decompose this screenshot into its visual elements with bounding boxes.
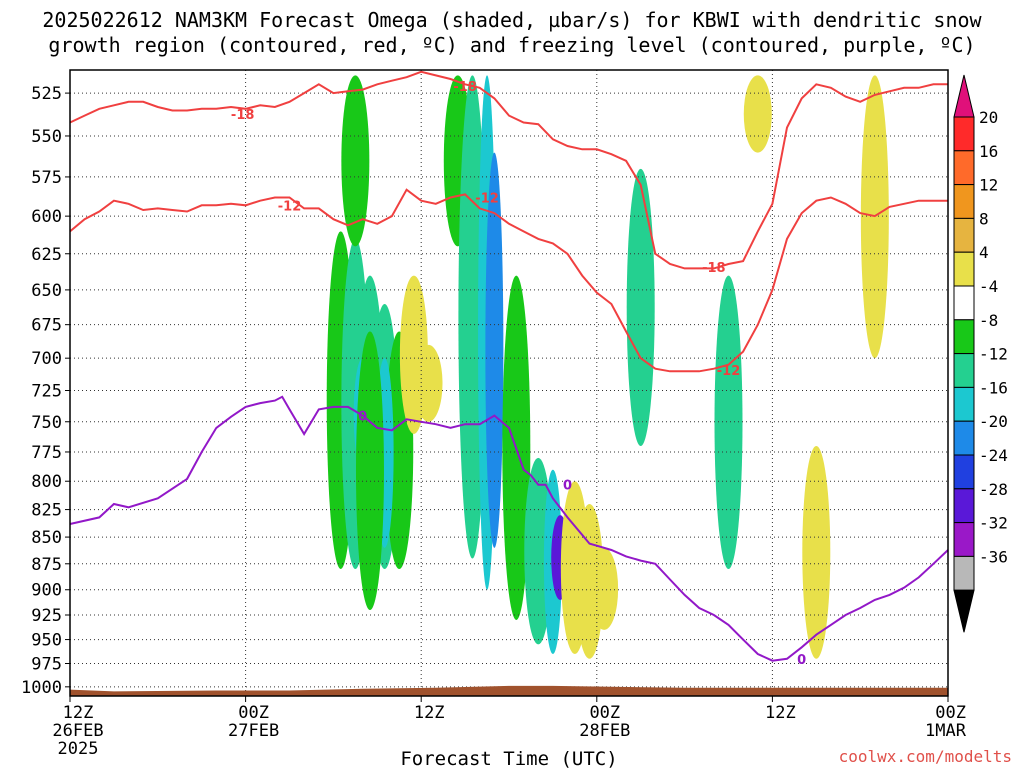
contour-label-4: -12 xyxy=(475,192,499,207)
colorbar-label-10: -24 xyxy=(979,446,1008,465)
colorbar-segment-12 xyxy=(953,522,975,557)
contour-dgz-minus18 xyxy=(69,70,948,270)
x-tick-label-5-1: 1MAR xyxy=(925,721,967,741)
colorbar-label-8: -16 xyxy=(979,378,1008,397)
chart-title-line-1: 2025022612 NAM3KM Forecast Omega (shaded… xyxy=(42,8,982,32)
colorbar-label-12: -32 xyxy=(979,514,1008,533)
omega-cell-7 xyxy=(341,75,370,247)
colorbar-bottom-triangle xyxy=(953,589,975,633)
contour-label-0: -18 xyxy=(231,108,255,123)
contour-freezing-level xyxy=(69,395,949,662)
x-tick-label-4-0: 12Z xyxy=(765,703,796,723)
x-tick-label-5-0: 00Z xyxy=(935,703,966,723)
x-tick-label-1-0: 00Z xyxy=(238,703,269,723)
terrain-band xyxy=(70,685,948,696)
x-tick-label-3-0: 00Z xyxy=(589,703,620,723)
colorbar-segment-9 xyxy=(953,420,975,456)
contour-dgz-minus12 xyxy=(69,188,948,373)
y-tick-label-675: 675 xyxy=(31,316,62,336)
chart-title-line-2: growth region (contoured, red, ºC) and f… xyxy=(48,33,975,57)
colorbar-segment-7 xyxy=(953,353,975,388)
y-tick-label-1000: 1000 xyxy=(21,678,62,698)
contour-label-1: -18 xyxy=(453,80,477,95)
y-tick-label-650: 650 xyxy=(31,281,62,301)
y-tick-label-950: 950 xyxy=(31,631,62,651)
colorbar: 20 16 12 8 4 -4 -8 -12 -16 -20 -24 -28 -32 -36 xyxy=(953,74,1008,633)
y-tick-label-850: 850 xyxy=(31,528,62,548)
y-tick-label-575: 575 xyxy=(31,168,62,188)
omega-cell-25 xyxy=(802,446,831,659)
colorbar-segment-8 xyxy=(953,386,975,422)
y-tick-label-875: 875 xyxy=(31,555,62,575)
colorbar-segment-6 xyxy=(953,319,975,355)
colorbar-label-4: 4 xyxy=(979,243,989,262)
omega-cell-8 xyxy=(355,331,384,611)
colorbar-label-2: 12 xyxy=(979,176,998,195)
colorbar-label-11: -28 xyxy=(979,480,1008,499)
y-tick-label-625: 625 xyxy=(31,245,62,265)
colorbar-label-3: 8 xyxy=(979,209,989,228)
y-tick-label-600: 600 xyxy=(31,207,62,227)
plot-frame xyxy=(69,69,949,697)
colorbar-label-5: -4 xyxy=(979,277,998,296)
x-tick-label-1-1: 27FEB xyxy=(228,721,279,741)
credit-text: coolwx.com/modelts xyxy=(839,747,1012,766)
y-tick-label-925: 925 xyxy=(31,606,62,626)
y-tick-label-700: 700 xyxy=(31,349,62,369)
x-tick-label-0-0: 12Z xyxy=(63,703,94,723)
colorbar-top-triangle xyxy=(953,74,975,118)
y-tick-label-825: 825 xyxy=(31,501,62,521)
x-axis-title: Forecast Time (UTC) xyxy=(400,748,617,768)
colorbar-segment-2 xyxy=(953,184,975,219)
contour-label-3: -12 xyxy=(278,199,302,214)
contour-label-layer: -18 -18 -18 -12 -12 -12 0 0 0 xyxy=(231,80,806,668)
contour-layer xyxy=(69,70,949,662)
colorbar-segment-1 xyxy=(953,150,975,186)
contour-label-7: 0 xyxy=(563,479,572,494)
x-tick-label-3-1: 28FEB xyxy=(579,721,630,741)
x-tick-label-2-0: 12Z xyxy=(414,703,445,723)
colorbar-segment-0 xyxy=(953,116,975,152)
colorbar-label-0: 20 xyxy=(979,108,998,127)
colorbar-segment-5 xyxy=(953,285,975,321)
y-tick-label-725: 725 xyxy=(31,382,62,402)
omega-cell-14 xyxy=(485,152,504,548)
y-tick-label-775: 775 xyxy=(31,443,62,463)
colorbar-segment-11 xyxy=(953,488,975,524)
x-tick-label-0-2: 2025 xyxy=(58,739,99,759)
omega-cell-22 xyxy=(626,168,655,447)
colorbar-segment-13 xyxy=(953,555,975,591)
colorbar-label-7: -12 xyxy=(979,345,1008,364)
colorbar-label-9: -20 xyxy=(979,412,1008,431)
contour-label-2: -18 xyxy=(702,261,726,276)
colorbar-label-1: 16 xyxy=(979,142,998,161)
x-tick-label-0-1: 26FEB xyxy=(52,721,103,741)
omega-cell-24 xyxy=(743,75,772,153)
y-tick-label-900: 900 xyxy=(31,581,62,601)
y-tick-label-525: 525 xyxy=(31,84,62,104)
contour-label-5: -12 xyxy=(717,364,741,379)
grid-lines xyxy=(70,70,948,696)
colorbar-segment-10 xyxy=(953,454,975,490)
colorbar-segment-4 xyxy=(953,251,975,287)
y-axis: 525 550 575 600 625 650 675 700 725 750 775 800 825 8… xyxy=(21,84,70,698)
y-tick-label-975: 975 xyxy=(31,655,62,675)
colorbar-label-13: -36 xyxy=(979,547,1008,566)
colorbar-segment-3 xyxy=(953,217,975,253)
y-tick-label-550: 550 xyxy=(31,127,62,147)
plot-area: -18 -18 -18 -12 -12 -12 0 0 0 xyxy=(69,69,949,697)
omega-cell-21 xyxy=(590,547,619,630)
omega-cell-23 xyxy=(714,275,743,570)
contour-label-6: 0 xyxy=(358,410,367,425)
omega-cell-10 xyxy=(414,344,443,422)
y-tick-label-750: 750 xyxy=(31,413,62,433)
y-tick-label-800: 800 xyxy=(31,472,62,492)
colorbar-label-6: -8 xyxy=(979,311,998,330)
contour-label-8: 0 xyxy=(797,653,806,668)
